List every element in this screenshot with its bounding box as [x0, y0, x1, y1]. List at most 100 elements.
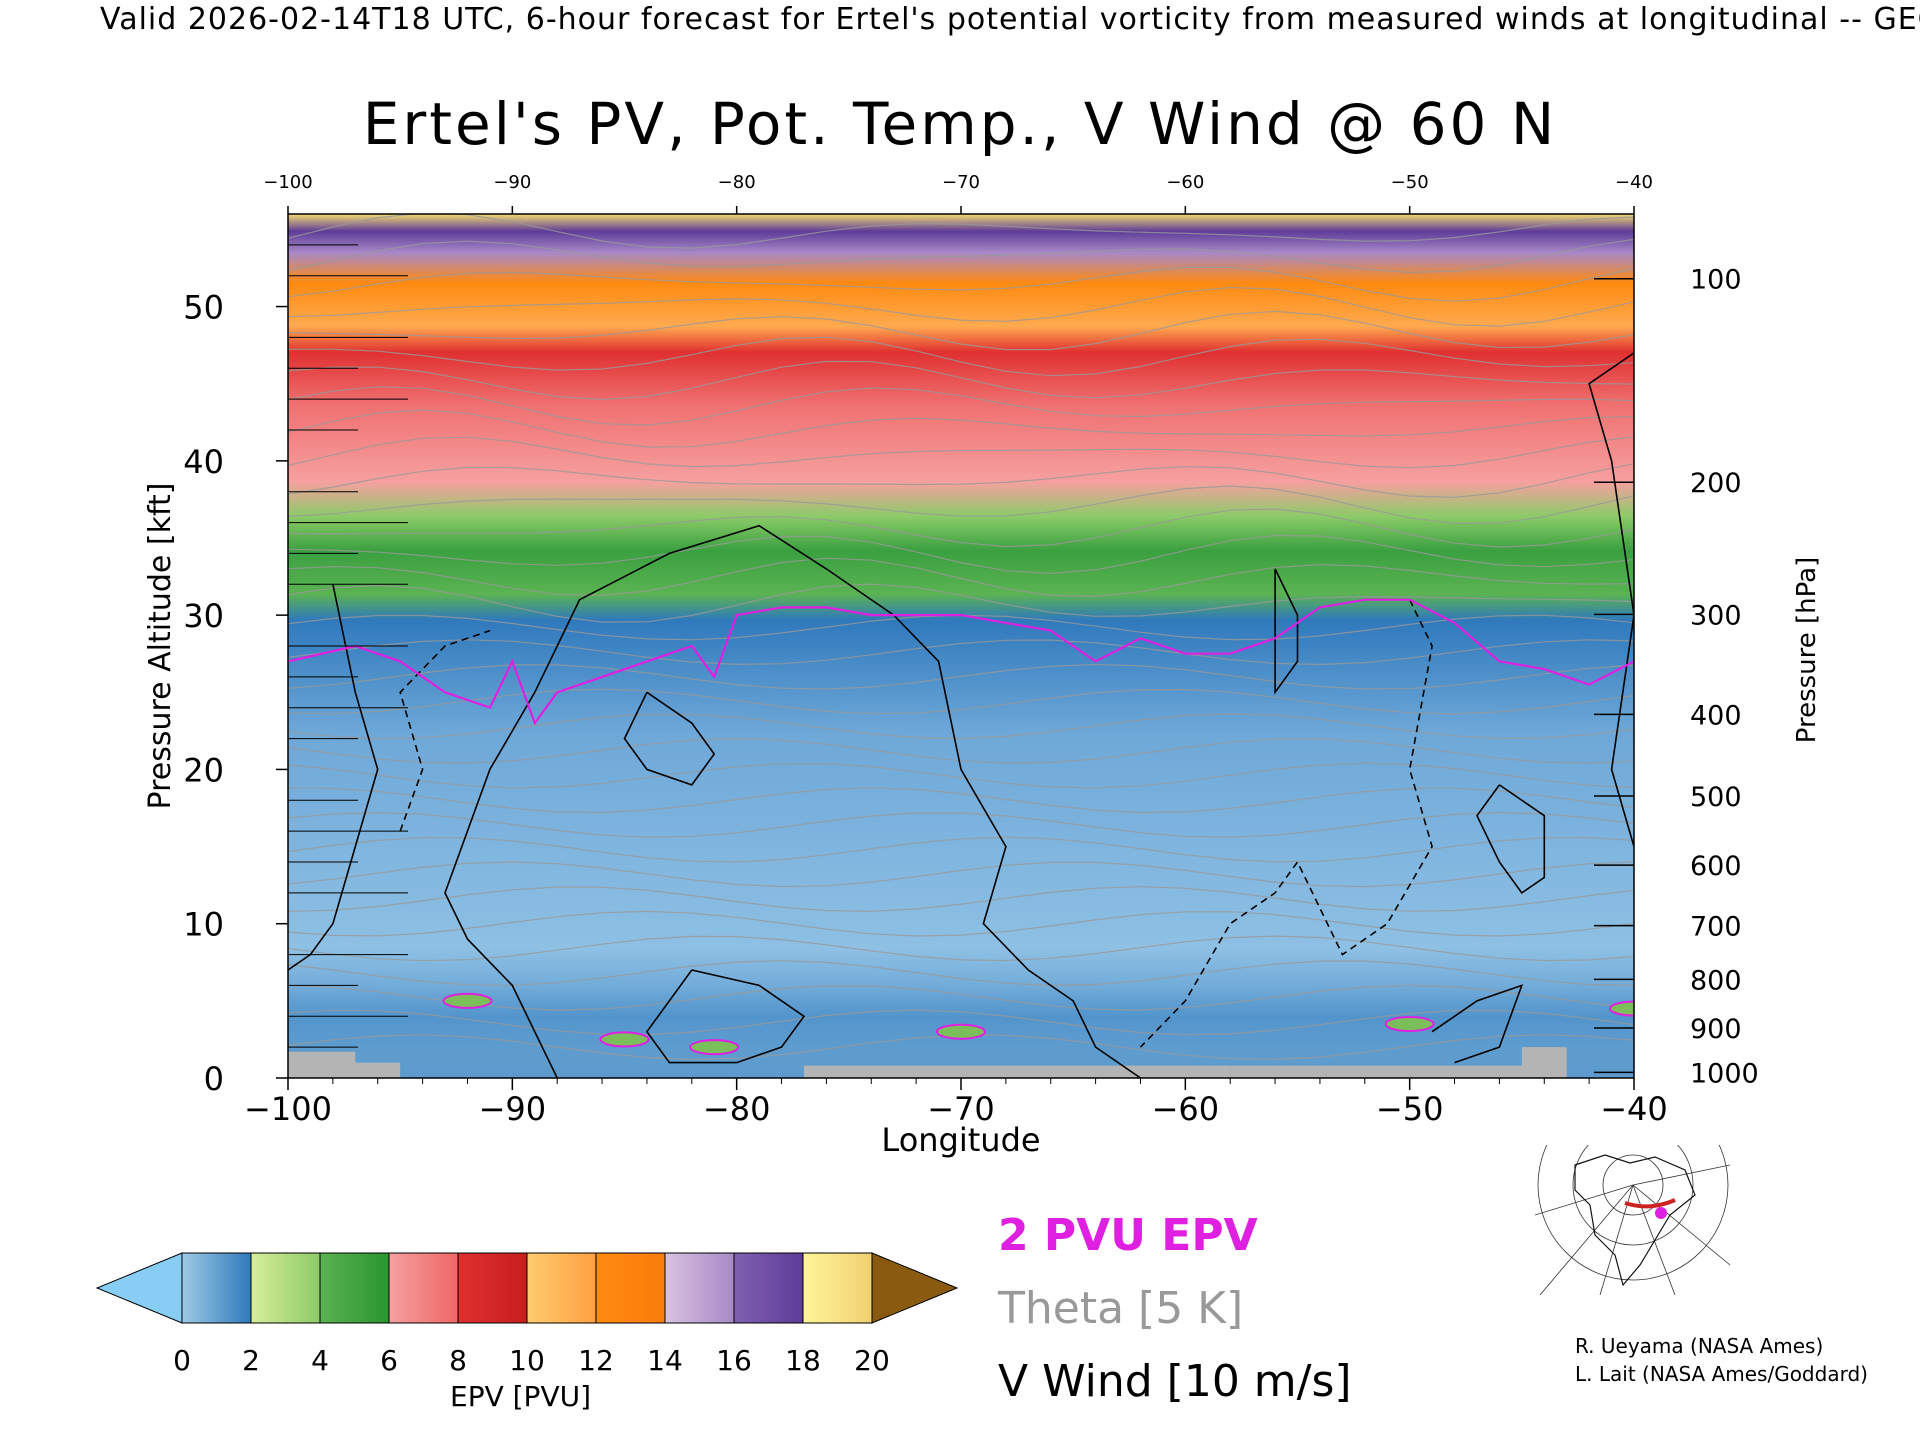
pressure-tick-label: 1000: [1690, 1058, 1759, 1089]
y-tick-label: 10: [183, 906, 224, 944]
pv-2pvu-contour: [936, 1023, 986, 1040]
x-tick-label: −60: [1152, 1090, 1220, 1128]
theta-isoline: [288, 557, 1634, 598]
pv-2pvu-contour: [442, 992, 493, 1009]
chart-title: Ertel's PV, Pot. Temp., V Wind @ 60 N: [362, 90, 1558, 158]
pv-2pvu-contour: [599, 1031, 650, 1048]
theta-isoline: [288, 737, 1634, 764]
colorbar-swatch: [457, 1252, 528, 1324]
y-tick-label: 20: [183, 751, 224, 789]
y-tick-label: 0: [204, 1060, 224, 1098]
theta-isoline: [288, 639, 1634, 666]
theta-isoline: [288, 214, 1634, 249]
theta-isoline: [288, 436, 1634, 469]
pressure-tick-label: 200: [1690, 468, 1742, 499]
colorbar-swatch: [181, 1252, 252, 1324]
theta-isoline: [288, 811, 1634, 838]
pv-2pvu-contour: [288, 598, 1634, 726]
x-tick-label: −90: [479, 1090, 547, 1128]
y2-axis-label: Pressure [hPa]: [1792, 557, 1822, 744]
polar-stereographic-locator-map-icon: [1535, 1145, 1730, 1295]
x-tick-label: −40: [1600, 1090, 1668, 1128]
theta-isoline: [288, 1009, 1634, 1036]
colorbar-tick-label: 4: [311, 1344, 329, 1377]
theta-isoline: [288, 663, 1634, 690]
pressure-tick-label: 400: [1690, 700, 1742, 731]
epv-colorbar: 0 2 4 6 8 10 12 14 16 18 20: [95, 1252, 959, 1377]
theta-isoline: [288, 310, 1634, 351]
theta-isoline: [288, 886, 1634, 912]
colorbar-tick-label: 0: [173, 1344, 191, 1377]
top-tick-label: −50: [1391, 172, 1429, 193]
y-axis-label: Pressure Altitude [kft]: [143, 483, 178, 810]
epv-field: [288, 214, 1634, 1078]
y-tick-label: 50: [183, 289, 224, 327]
colorbar-swatch: [733, 1252, 804, 1324]
theta-isoline: [288, 336, 1634, 377]
x-tick-label: −50: [1376, 1090, 1444, 1128]
credit-line-1: R. Ueyama (NASA Ames): [1575, 1334, 1824, 1358]
pressure-tick-label: 600: [1690, 851, 1742, 882]
colorbar-tick-label: 6: [380, 1344, 398, 1377]
terrain-mask: [803, 1065, 1231, 1078]
colorbar-under-arrow: [95, 1252, 183, 1324]
legend-2pvu-epv: 2 PVU EPV: [998, 1210, 1258, 1261]
theta-isoline: [288, 463, 1634, 499]
top-tick-label: −100: [263, 172, 312, 193]
theta-isoline: [288, 984, 1634, 1011]
theta-isoline: [288, 238, 1634, 274]
colorbar-label: EPV [PVU]: [450, 1380, 592, 1413]
theta-isoline: [288, 360, 1634, 401]
colorbar-tick-label: 12: [578, 1344, 614, 1377]
v-wind-contour: [623, 691, 716, 786]
v-wind-contour: [399, 629, 491, 832]
pressure-tick-label: 300: [1690, 600, 1742, 631]
v-wind-contour: [444, 524, 1141, 1078]
colorbar-swatch: [388, 1252, 459, 1324]
colorbar-swatch: [664, 1252, 735, 1324]
theta-isoline: [288, 386, 1634, 426]
theta-isoline: [288, 534, 1634, 575]
pressure-tick-label: 900: [1690, 1014, 1742, 1045]
pv-2pvu-contour: [1609, 1000, 1634, 1017]
top-tick-label: −40: [1615, 172, 1653, 193]
pv-2pvu-contour: [1384, 1016, 1435, 1032]
theta-isoline: [288, 266, 1634, 302]
colorbar-tick-label: 18: [785, 1344, 821, 1377]
top-tick-label: −80: [718, 172, 756, 193]
colorbar-tick-label: 20: [854, 1344, 890, 1377]
x-axis-label: Longitude: [881, 1121, 1040, 1159]
theta-isoline: [288, 508, 1634, 548]
colorbar-swatch: [319, 1252, 390, 1324]
v-wind-contour: [1588, 352, 1634, 847]
pressure-tick-label: 700: [1690, 912, 1742, 943]
colorbar-tick-label: 2: [242, 1344, 260, 1377]
x-tick-label: −80: [703, 1090, 771, 1128]
theta-isoline: [288, 787, 1634, 814]
theta-isoline: [288, 583, 1634, 623]
theta-isoline: [288, 713, 1634, 740]
pressure-tick-label: 800: [1690, 965, 1742, 996]
colorbar-tick-label: 8: [449, 1344, 467, 1377]
theta-isoline: [288, 836, 1634, 863]
v-wind-contour: [1274, 568, 1299, 695]
colorbar-tick-label: 14: [647, 1344, 683, 1377]
theta-isoline: [288, 286, 1634, 327]
pressure-tick-label: 500: [1690, 782, 1742, 813]
epv-shading: [288, 214, 1634, 1078]
legend-theta: Theta [5 K]: [998, 1283, 1244, 1334]
legend-v-wind: V Wind [10 m/s]: [998, 1356, 1352, 1407]
v-wind-contour: [1139, 599, 1433, 1048]
top-tick-label: −60: [1166, 172, 1204, 193]
credit-line-2: L. Lait (NASA Ames/Goddard): [1575, 1362, 1868, 1386]
x-tick-label: −100: [244, 1090, 332, 1128]
pv-2pvu-contour: [689, 1039, 740, 1056]
pressure-tick-label: 100: [1690, 265, 1742, 296]
v-wind-contour: [1476, 784, 1546, 895]
y-tick-label: 40: [183, 443, 224, 481]
v-wind-contour: [645, 969, 806, 1064]
theta-isoline: [288, 910, 1634, 937]
theta-isoline: [288, 935, 1634, 962]
colorbar-swatch: [595, 1252, 666, 1324]
